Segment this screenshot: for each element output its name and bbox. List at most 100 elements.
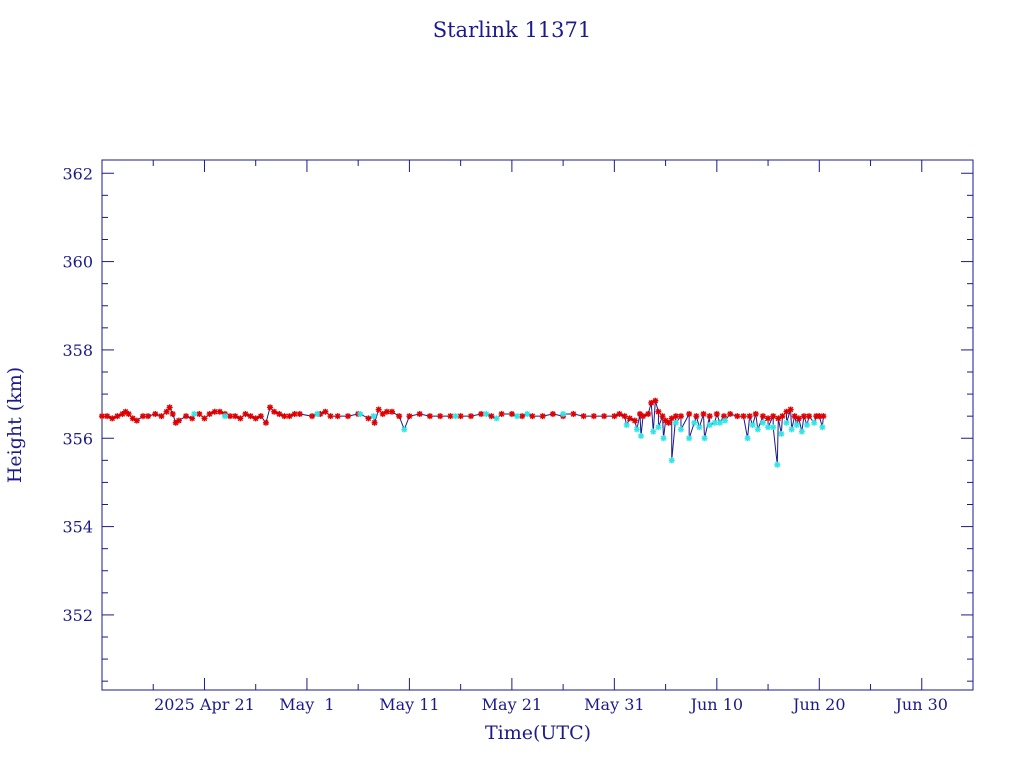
data-point (291, 410, 298, 417)
data-point (779, 413, 786, 420)
data-point (247, 413, 254, 420)
data-point (519, 413, 526, 420)
data-point (659, 413, 666, 420)
data-point (816, 413, 823, 420)
data-point (467, 413, 474, 420)
data-point-secondary (686, 435, 693, 442)
data-point-secondary (221, 413, 228, 420)
y-tick-label: 354 (62, 518, 93, 537)
data-point (580, 413, 587, 420)
data-point (700, 410, 707, 417)
data-point (740, 413, 747, 420)
data-point-secondary (716, 419, 723, 426)
plot-frame (101, 159, 974, 691)
data-point-secondary (788, 426, 795, 433)
data-point (267, 404, 274, 411)
data-point (665, 419, 672, 426)
data-point (396, 413, 403, 420)
data-point-secondary (560, 410, 567, 417)
data-point-secondary (765, 424, 772, 431)
data-point (119, 410, 126, 417)
data-point-secondary (749, 422, 756, 428)
data-point (447, 413, 454, 420)
data-point (365, 415, 372, 422)
data-point-secondary (514, 413, 521, 420)
data-point (488, 413, 495, 420)
data-point (383, 408, 390, 415)
data-point (693, 413, 700, 420)
data-point (104, 413, 111, 420)
data-point (457, 413, 464, 420)
data-point (765, 415, 772, 422)
data-point-secondary (672, 419, 679, 426)
x-tick-label: 2025 Apr 21 (154, 695, 255, 714)
data-point-secondary (314, 410, 321, 417)
data-point (281, 413, 288, 420)
data-point (206, 410, 213, 417)
data-point-secondary (677, 426, 684, 433)
data-point-secondary (811, 419, 818, 426)
x-tick-label: May 1 (279, 695, 334, 714)
data-point (621, 413, 628, 420)
y-tick-label: 360 (62, 253, 93, 272)
y-axis-label: Height (km) (4, 367, 26, 483)
x-tick-label: May 31 (584, 695, 644, 714)
data-point (232, 413, 239, 420)
y-tick-label: 358 (62, 341, 93, 360)
data-point (109, 415, 116, 422)
data-point-secondary (633, 426, 640, 433)
data-point (183, 413, 190, 420)
data-point (139, 413, 146, 420)
data-point (498, 410, 505, 417)
data-point-secondary (798, 428, 805, 435)
data-point (806, 413, 813, 420)
data-point-secondary (660, 435, 667, 442)
data-point (406, 413, 413, 420)
data-point (252, 415, 259, 422)
data-point (713, 410, 720, 417)
data-point (746, 413, 753, 420)
data-point (296, 410, 303, 417)
data-point (175, 417, 182, 424)
data-point (286, 413, 293, 420)
data-point (720, 413, 727, 420)
data-point (125, 410, 132, 417)
data-point (371, 419, 378, 426)
y-tick-labels: 352 354 356 358 360 362 (62, 164, 93, 625)
data-point (759, 413, 766, 420)
data-point (727, 410, 734, 417)
y-tick-label: 356 (62, 429, 93, 448)
data-point (645, 410, 652, 417)
data-point (375, 406, 382, 413)
x-tick-label: Jun 10 (689, 695, 743, 714)
data-point (388, 408, 395, 415)
data-point-secondary (778, 430, 785, 437)
data-point (770, 413, 777, 420)
data-point-secondary (696, 424, 703, 431)
data-point (169, 410, 176, 417)
data-point-secondary (759, 419, 766, 426)
data-point-secondary (401, 426, 408, 433)
data-point (237, 415, 244, 422)
x-tick-labels: 2025 Apr 21 May 1 May 11 May 21 May 31 Jun 10… (154, 695, 948, 714)
data-point-secondary (691, 419, 698, 426)
data-point (640, 413, 647, 420)
data-point-secondary (793, 422, 800, 428)
data-point (163, 408, 170, 415)
data-point (820, 413, 827, 420)
data-point-secondary (668, 457, 675, 464)
data-point (158, 413, 165, 420)
data-point-secondary (701, 435, 708, 442)
data-point (262, 419, 269, 426)
data-point (145, 413, 152, 420)
data-point (655, 408, 662, 415)
data-point-secondary (191, 410, 198, 417)
data-point (114, 413, 121, 420)
data-point-secondary (774, 461, 781, 468)
data-point (133, 417, 140, 424)
data-point (227, 413, 234, 420)
data-point (752, 410, 759, 417)
x-tick-label: May 21 (482, 695, 542, 714)
data-point (309, 413, 316, 420)
data-point-secondary (370, 413, 377, 420)
